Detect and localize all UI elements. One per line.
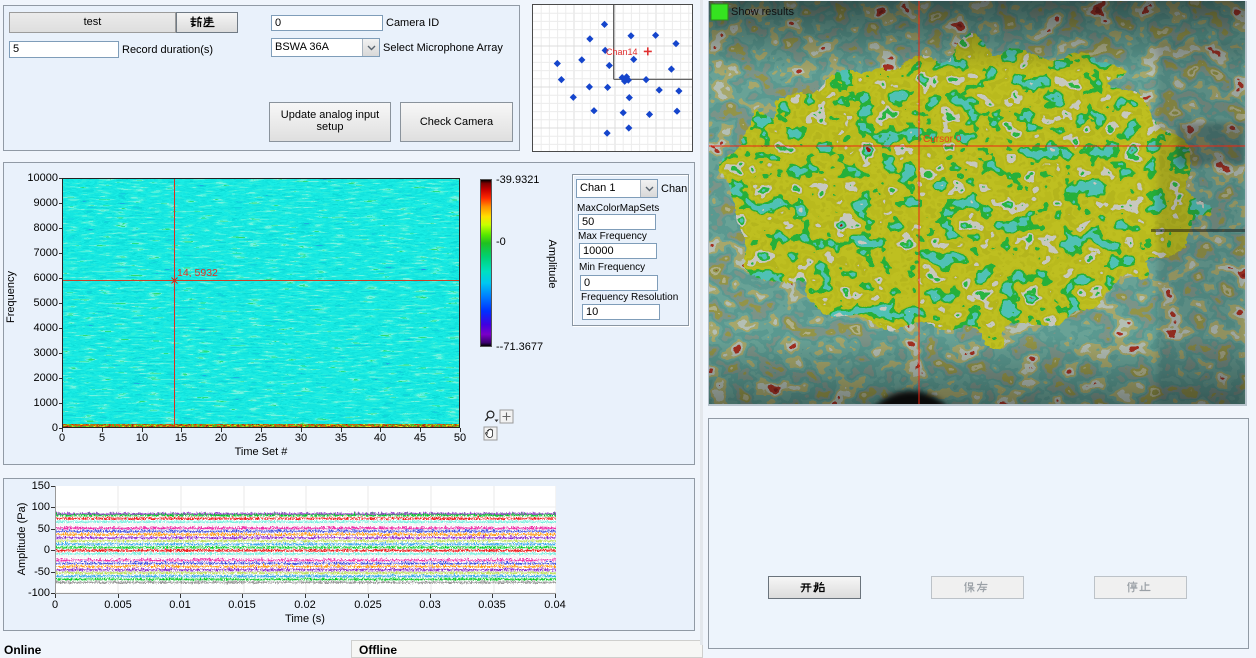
svg-text:14, 5932: 14, 5932 [177, 267, 218, 279]
svg-text:Cursor 0: Cursor 0 [923, 134, 962, 145]
svg-text:Chan14: Chan14 [606, 47, 638, 57]
svg-text:Show results: Show results [731, 6, 794, 18]
